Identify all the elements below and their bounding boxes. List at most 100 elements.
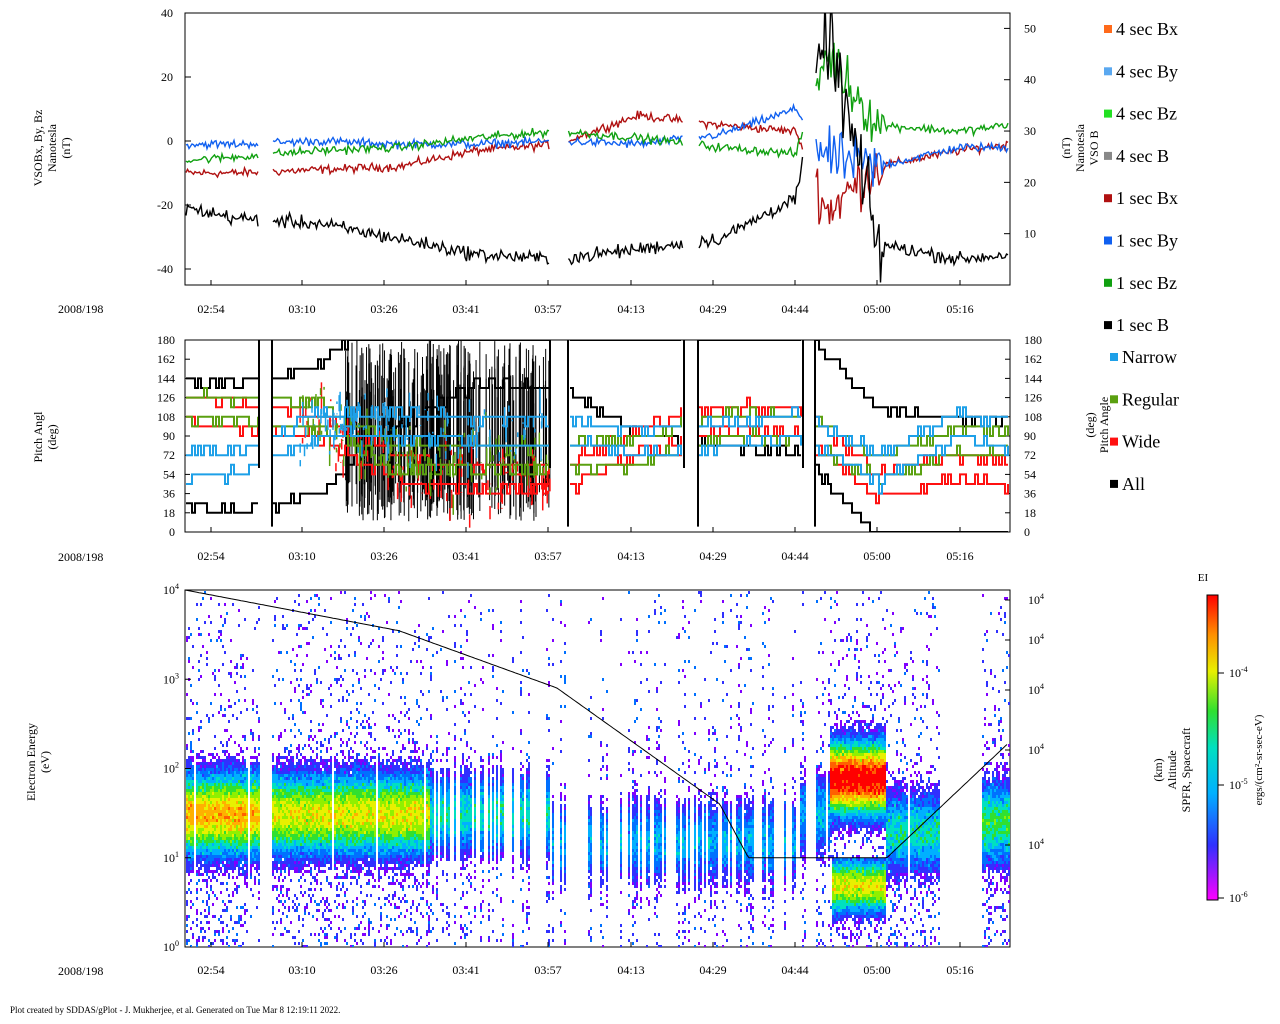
spectrogram-cell [328, 828, 330, 831]
spectrogram-cell [280, 756, 282, 759]
spectrogram-cell [240, 711, 242, 714]
spectrogram-cell [298, 930, 300, 933]
spectrogram-cell [196, 816, 198, 819]
spectrogram-cell [364, 834, 366, 837]
spectrogram-cell [222, 798, 224, 801]
spectrogram-cell [326, 819, 328, 822]
spectrogram-cell [274, 858, 276, 861]
spectrogram-cell [374, 684, 376, 687]
spectrogram-cell [208, 786, 210, 789]
spectrogram-cell [210, 621, 212, 624]
spectrogram-cell [348, 801, 350, 804]
spectrogram-cell [186, 831, 188, 834]
spectrogram-cell [192, 810, 194, 813]
spectrogram-cell [218, 822, 220, 825]
spectrogram-cell [238, 744, 240, 747]
spectrogram-cell [316, 774, 318, 777]
spectrogram-cell [192, 852, 194, 855]
spectrogram-cell [236, 819, 238, 822]
spectrogram-cell [330, 801, 332, 804]
spectrogram-cell [302, 846, 304, 849]
spectrogram-cell [200, 888, 202, 891]
spectrogram-cell [304, 840, 306, 843]
spectrogram-cell [374, 783, 376, 786]
spectrogram-cell [230, 765, 232, 768]
spectrogram-cell [372, 822, 374, 825]
spectrogram-cell [258, 768, 260, 771]
spectrogram-cell [302, 792, 304, 795]
spectrogram-cell [304, 828, 306, 831]
spectrogram-cell [224, 873, 226, 876]
spectrogram-cell [204, 852, 206, 855]
spectrogram-cell [302, 795, 304, 798]
spectrogram-cell [318, 867, 320, 870]
spectrogram-cell [330, 831, 332, 834]
spectrogram-cell [236, 831, 238, 834]
spectrogram-cell [306, 642, 308, 645]
spectrogram-cell [326, 795, 328, 798]
spectrogram-cell [190, 927, 192, 930]
spectrogram-cell [320, 945, 322, 947]
spectrogram-cell [276, 897, 278, 900]
spectrogram-cell [374, 795, 376, 798]
spectrogram-cell [360, 810, 362, 813]
spectrogram-cell [278, 894, 280, 897]
spectrogram-cell [220, 768, 222, 771]
spectrogram-cell [246, 708, 248, 711]
spectrogram-cell [372, 765, 374, 768]
spectrogram-cell [234, 867, 236, 870]
spectrogram-cell [344, 846, 346, 849]
spectrogram-cell [232, 810, 234, 813]
spectrogram-cell [296, 780, 298, 783]
spectrogram-cell [294, 795, 296, 798]
spectrogram-cell [342, 789, 344, 792]
spectrogram-cell [250, 789, 252, 792]
spectrogram-cell [304, 798, 306, 801]
spectrogram-cell [364, 777, 366, 780]
spectrogram-cell [314, 888, 316, 891]
spectrogram-cell [346, 816, 348, 819]
spectrogram-cell [306, 780, 308, 783]
spectrogram-cell [286, 624, 288, 627]
spectrogram-cell [310, 690, 312, 693]
spectrogram-cell [222, 759, 224, 762]
spectrogram-cell [238, 849, 240, 852]
spectrogram-cell [368, 819, 370, 822]
spectrogram-cell [300, 804, 302, 807]
spectrogram-cell [196, 897, 198, 900]
spectrogram-cell [352, 780, 354, 783]
spectrogram-cell [364, 675, 366, 678]
spectrogram-cell [234, 882, 236, 885]
spectrogram-cell [284, 807, 286, 810]
spectrogram-cell [366, 831, 368, 834]
spectrogram-cell [186, 759, 188, 762]
spectrogram-cell [338, 777, 340, 780]
spectrogram-cell [220, 783, 222, 786]
spectrogram-cell [312, 828, 314, 831]
spectrogram-cell [226, 906, 228, 909]
spectrogram-cell [286, 804, 288, 807]
spectrogram-cell [310, 807, 312, 810]
spectrogram-cell [378, 879, 380, 882]
spectrogram-cell [278, 780, 280, 783]
spectrogram-cell [188, 822, 190, 825]
spectrogram-cell [242, 816, 244, 819]
spectrogram-cell [306, 852, 308, 855]
spectrogram-cell [346, 813, 348, 816]
spectrogram-cell [356, 777, 358, 780]
spectrogram-cell [320, 858, 322, 861]
spectrogram-cell [202, 813, 204, 816]
spectrogram-cell [372, 840, 374, 843]
spectrogram-cell [232, 861, 234, 864]
spectrogram-cell [340, 795, 342, 798]
spectrogram-cell [214, 768, 216, 771]
spectrogram-cell [340, 675, 342, 678]
spectrogram-cell [362, 825, 364, 828]
spectrogram-cell [312, 786, 314, 789]
spectrogram-cell [372, 876, 374, 879]
spectrogram-cell [314, 828, 316, 831]
spectrogram-cell [324, 909, 326, 912]
spectrogram-cell [256, 759, 258, 762]
spectrogram-cell [300, 840, 302, 843]
